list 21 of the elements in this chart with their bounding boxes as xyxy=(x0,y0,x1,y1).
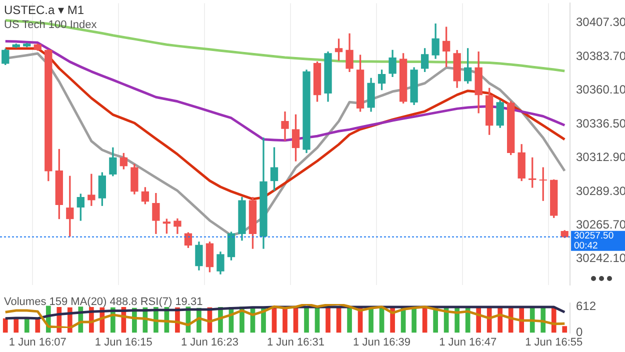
bar xyxy=(326,307,330,333)
x-tick-label: 1 Jun 16:39 xyxy=(353,336,411,348)
x-tick-label: 1 Jun 16:15 xyxy=(94,336,152,348)
bar xyxy=(412,307,416,333)
x-tick-label: 1 Jun 16:47 xyxy=(439,336,497,348)
x-tick-label: 1 Jun 16:31 xyxy=(267,336,325,348)
chart-title: Volumes 159 MA(20) 488.8 RSI(7) 19.31 xyxy=(4,296,203,308)
bar xyxy=(562,326,568,333)
x-tick-label: 1 Jun 16:07 xyxy=(8,336,66,348)
bar xyxy=(14,318,19,333)
bar xyxy=(304,307,309,333)
bar xyxy=(2,318,8,333)
x-tick-label: 1 Jun 16:23 xyxy=(180,336,238,348)
bar xyxy=(35,318,40,333)
ref-line-label: 30257.50 xyxy=(574,230,614,242)
text: 00:42 xyxy=(574,240,598,252)
bar xyxy=(24,318,30,333)
bar xyxy=(347,307,352,333)
y-tick-label: 612 xyxy=(576,299,596,314)
bar xyxy=(282,307,288,333)
chart-title: USTEC.a ▾ M1 xyxy=(4,3,84,17)
